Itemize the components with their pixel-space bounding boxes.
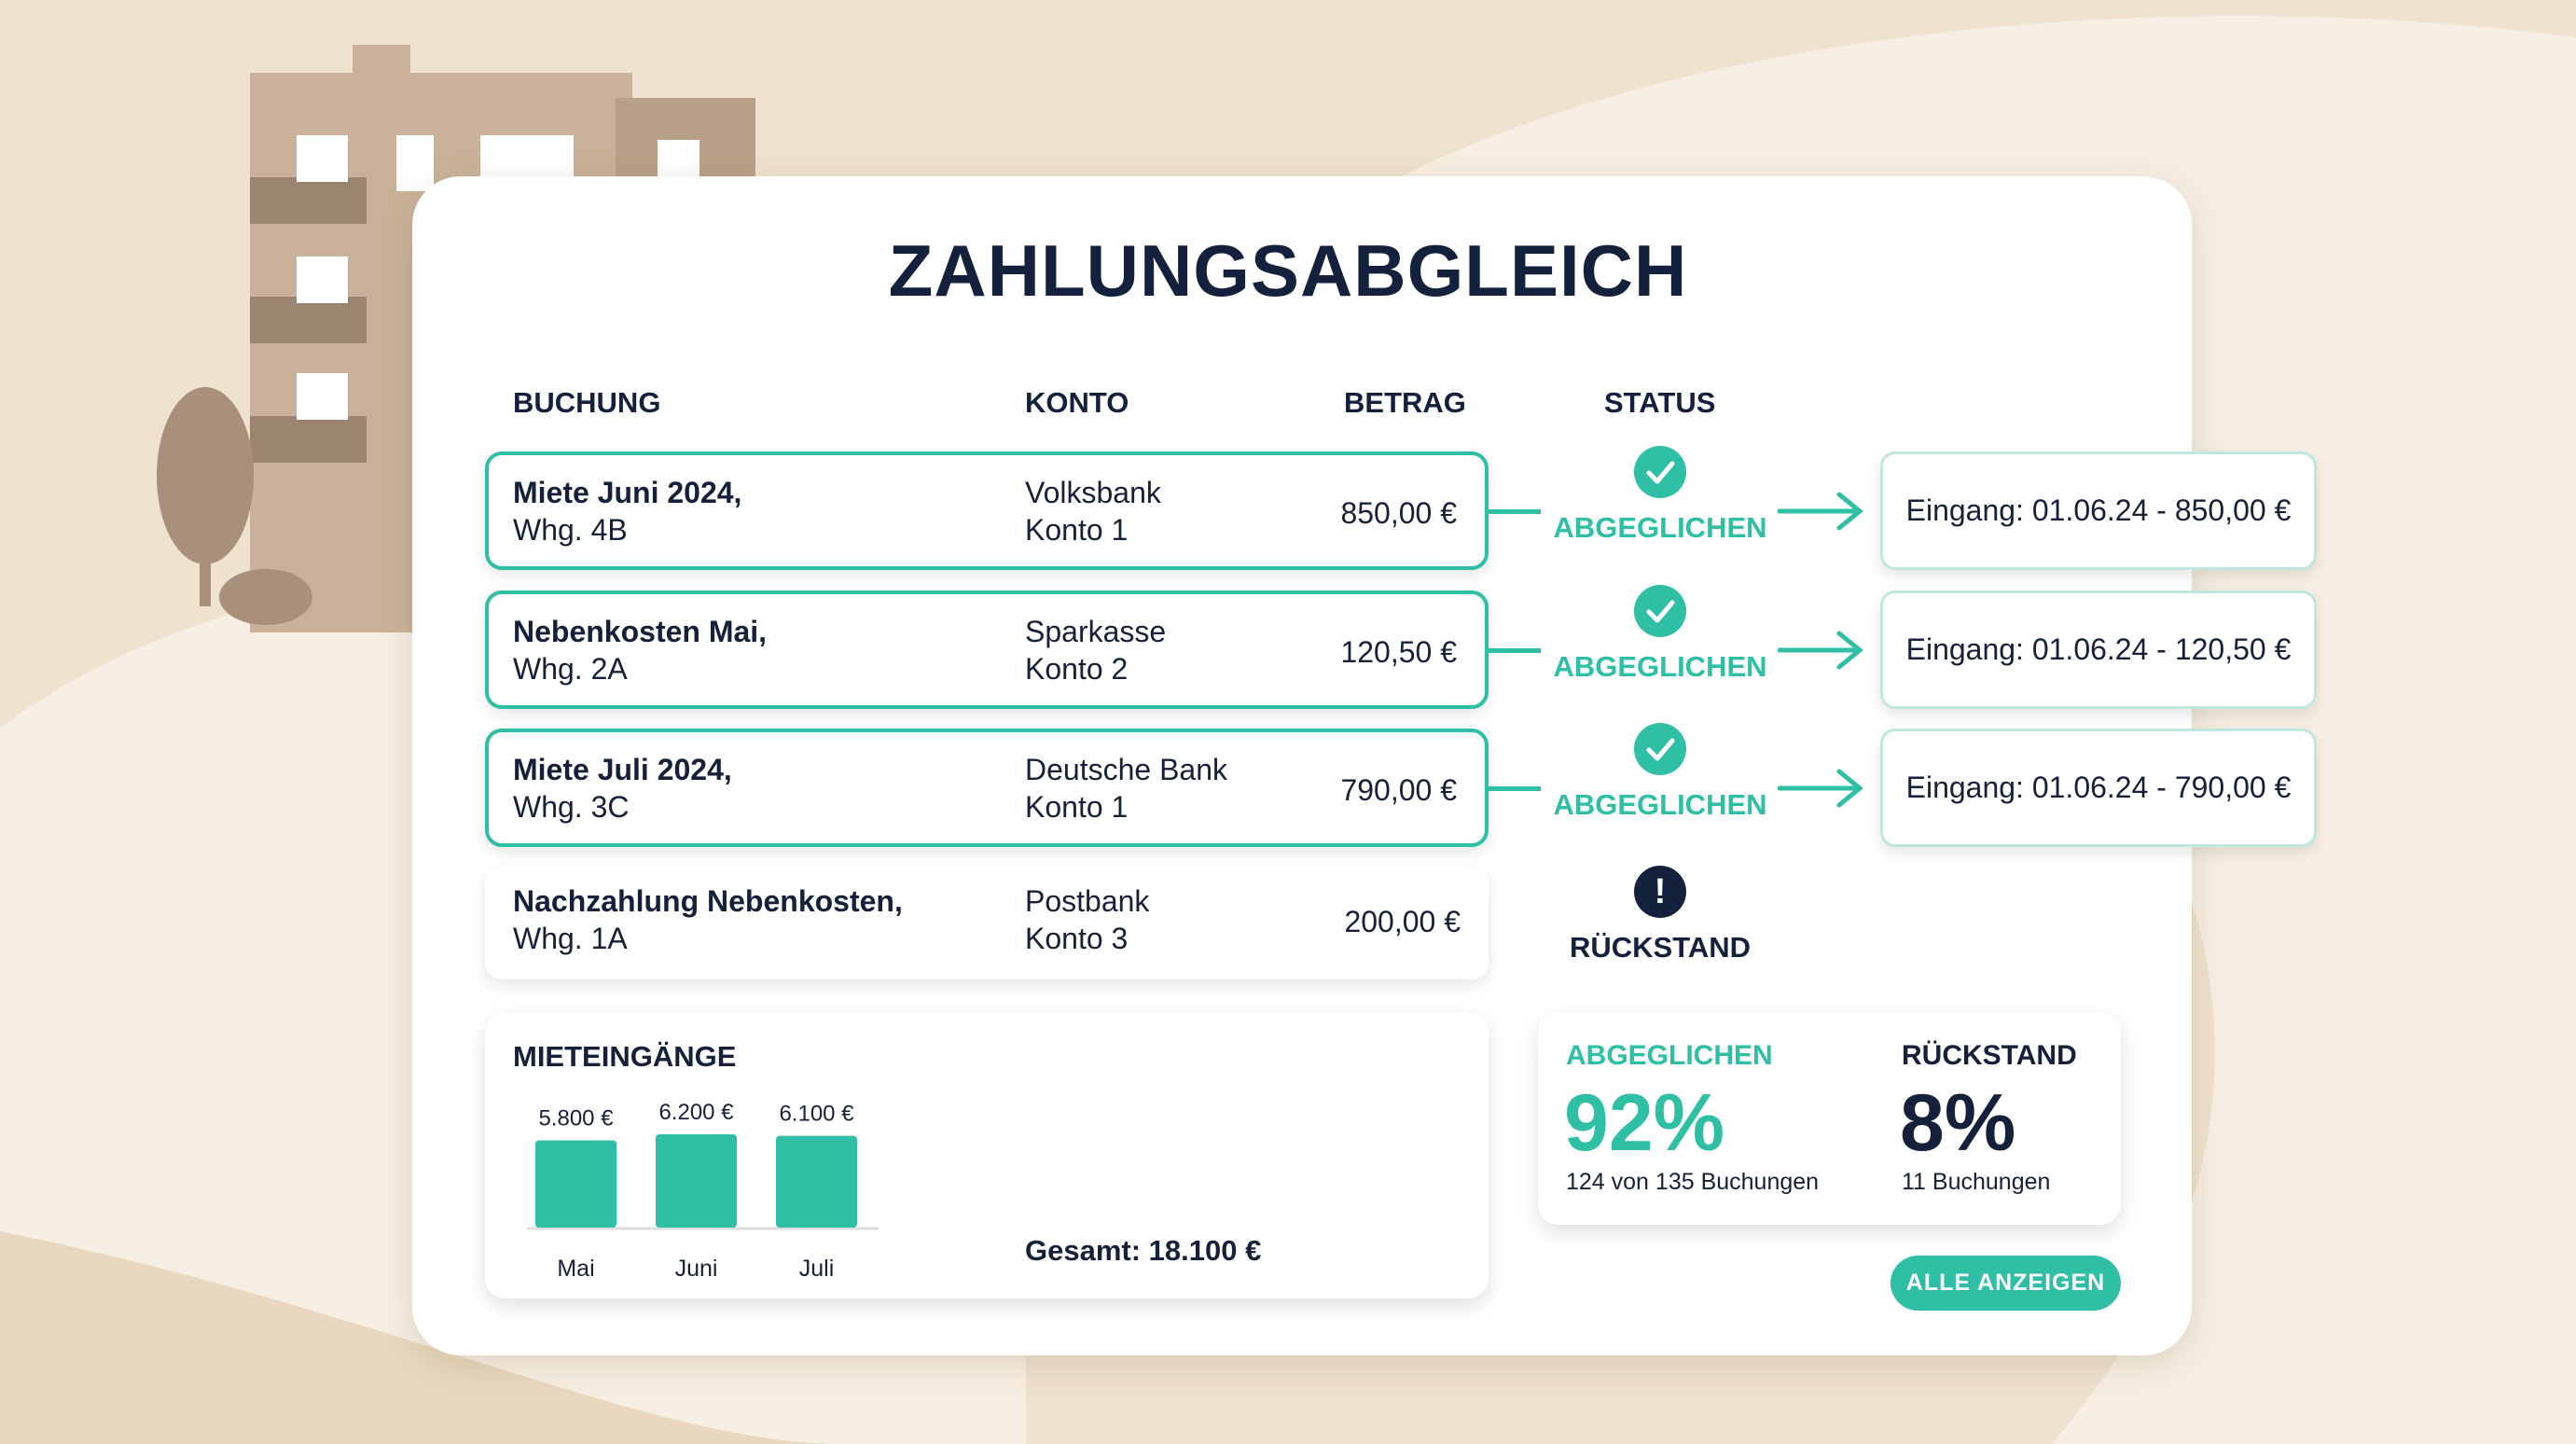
bar-category-label: Mai — [557, 1256, 594, 1282]
account-name: Konto 1 — [1025, 789, 1129, 824]
mieteingaenge-panel: MIETEINGÄNGE 5.800 € Mai 6.200 € Juni 6.100 … — [485, 1012, 1489, 1298]
status-badge: ABGEGLICHEN — [1553, 649, 1767, 683]
header-status: STATUS — [1604, 386, 1716, 419]
ok-percentage: 92% — [1564, 1078, 1725, 1168]
check-circle-icon — [1634, 445, 1686, 498]
connector-line — [1489, 508, 1541, 514]
booking-row[interactable]: Miete Juni 2024, Whg. 4B Volksbank Konto 1… — [485, 451, 1489, 570]
arrow-right-icon — [1778, 769, 1863, 807]
check-circle-icon — [1634, 722, 1686, 775]
mieteingaenge-title: MIETEINGÄNGE — [513, 1040, 737, 1073]
connector-line — [1489, 647, 1541, 653]
ok-label: ABGEGLICHEN — [1566, 1040, 1773, 1071]
incoming-payment: Eingang: 01.06.24 - 120,50 € — [1880, 590, 2317, 709]
booking-title: Nebenkosten Mai, — [513, 614, 768, 648]
booking-unit: Whg. 4B — [513, 512, 628, 547]
stats-panel: ABGEGLICHEN 92% 124 von 135 Buchungen RÜ… — [1538, 1012, 2121, 1225]
page-title: ZAHLUNGSABGLEICH — [888, 229, 1688, 312]
total-amount: Gesamt: 18.100 € — [1025, 1234, 1262, 1267]
amount: 850,00 € — [1340, 495, 1457, 530]
status-badge: RÜCKSTAND — [1569, 930, 1752, 964]
connector-line — [1489, 785, 1541, 791]
amount: 120,50 € — [1340, 634, 1457, 669]
header-konto: KONTO — [1025, 386, 1129, 419]
bar-value-label: 5.800 € — [538, 1105, 614, 1131]
account-name: Konto 1 — [1025, 512, 1129, 547]
status-badge: ABGEGLICHEN — [1553, 787, 1767, 821]
bank-name: Volksbank — [1025, 475, 1161, 509]
bar-category-label: Juni — [675, 1256, 718, 1282]
due-percentage: 8% — [1900, 1078, 2016, 1168]
incoming-payment: Eingang: 01.06.24 - 850,00 € — [1880, 451, 2317, 570]
arrow-right-icon — [1778, 492, 1863, 530]
booking-unit: Whg. 3C — [513, 789, 630, 824]
bar-juni — [656, 1134, 737, 1228]
bank-name: Deutsche Bank — [1025, 752, 1228, 786]
account-name: Konto 3 — [1025, 921, 1129, 955]
booking-row[interactable]: Nebenkosten Mai, Whg. 2A Sparkasse Konto 2… — [485, 590, 1489, 709]
ok-subtext: 124 von 135 Buchungen — [1566, 1169, 1820, 1195]
header-betrag: BETRAG — [1344, 386, 1466, 419]
booking-unit: Whg. 2A — [513, 651, 628, 686]
booking-title: Miete Juni 2024, — [513, 475, 742, 509]
bank-name: Postbank — [1025, 883, 1150, 918]
bar-mai — [535, 1140, 616, 1228]
incoming-payment: Eingang: 01.06.24 - 790,00 € — [1880, 729, 2317, 847]
booking-unit: Whg. 1A — [513, 921, 628, 955]
header-buchung: BUCHUNG — [513, 386, 661, 419]
due-subtext: 11 Buchungen — [1902, 1169, 2051, 1195]
show-all-button[interactable]: ALLE ANZEIGEN — [1890, 1256, 2121, 1311]
booking-row[interactable]: Nachzahlung Nebenkosten, Whg. 1A Postbank… — [485, 867, 1489, 979]
bar-value-label: 6.100 € — [779, 1102, 854, 1127]
bank-name: Sparkasse — [1025, 614, 1167, 648]
bar-value-label: 6.200 € — [658, 1100, 734, 1125]
booking-title: Nachzahlung Nebenkosten, — [513, 883, 903, 918]
bar-juli — [776, 1135, 857, 1228]
booking-row[interactable]: Miete Juli 2024, Whg. 3C Deutsche Bank Kon… — [485, 729, 1489, 847]
status-badge: ABGEGLICHEN — [1553, 510, 1767, 544]
bar-category-label: Juli — [799, 1256, 835, 1282]
booking-title: Miete Juli 2024, — [513, 752, 732, 786]
account-name: Konto 2 — [1025, 651, 1129, 686]
exclamation-circle-icon: ! — [1634, 865, 1686, 918]
rent-bar-chart: 5.800 € Mai 6.200 € Juni 6.100 € Juli — [527, 1100, 879, 1282]
arrow-right-icon — [1778, 631, 1863, 669]
amount: 790,00 € — [1340, 772, 1457, 807]
amount: 200,00 € — [1344, 904, 1461, 938]
check-circle-icon — [1634, 584, 1686, 637]
due-label: RÜCKSTAND — [1902, 1040, 2077, 1071]
